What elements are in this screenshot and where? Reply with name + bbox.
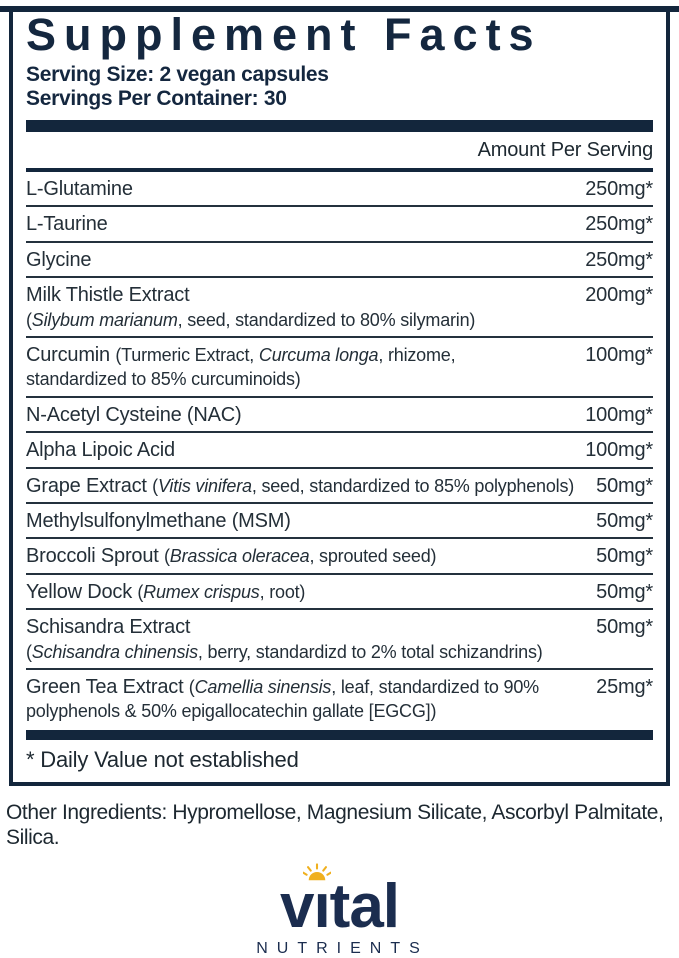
brand-logo: vıtal NUTRIENTS: [0, 863, 679, 958]
ingredient-name: Milk Thistle Extract (Silybum marianum, s…: [26, 284, 476, 330]
brand-word-text: vıtal: [279, 872, 400, 942]
ingredient-name: N-Acetyl Cysteine (NAC): [26, 403, 242, 426]
sun-icon: [302, 863, 331, 881]
ingredient-amount: 50mg*: [596, 509, 653, 532]
ingredient-amount: 250mg*: [585, 178, 653, 201]
amount-per-serving-header: Amount Per Serving: [477, 139, 654, 162]
ingredient-row: Broccoli Sprout (Brassica oleracea, spro…: [26, 539, 653, 575]
header-divider-bar: [26, 120, 653, 133]
ingredient-name: L-Glutamine: [26, 178, 133, 201]
ingredient-row: Methylsulfonylmethane (MSM) 50mg*: [26, 504, 653, 540]
supplement-facts-box: Supplement Facts Serving Size: 2 vegan c…: [9, 6, 670, 786]
ingredient-amount: 100mg*: [585, 344, 653, 367]
ingredient-name: Curcumin (Turmeric Extract, Curcuma long…: [26, 344, 456, 390]
ingredient-amount: 100mg*: [585, 439, 653, 462]
servings-per-container-text: Servings Per Container: 30: [26, 86, 287, 110]
ingredient-name: Broccoli Sprout (Brassica oleracea, spro…: [26, 545, 437, 568]
ingredient-amount: 200mg*: [585, 284, 653, 307]
ingredient-amount: 50mg*: [596, 616, 653, 639]
supplement-facts-title: Supplement Facts: [26, 9, 542, 60]
other-ingredients-text: Other Ingredients: Hypromellose, Magnesi…: [6, 800, 664, 849]
ingredient-name: Yellow Dock (Rumex crispus, root): [26, 580, 306, 603]
ingredient-row: N-Acetyl Cysteine (NAC) 100mg*: [26, 398, 653, 434]
ingredient-name: Glycine: [26, 248, 92, 271]
ingredient-row: Glycine 250mg*: [26, 243, 653, 279]
ingredient-amount: 50mg*: [596, 474, 653, 497]
ingredient-row: Yellow Dock (Rumex crispus, root) 50mg*: [26, 575, 653, 611]
ingredient-amount: 50mg*: [596, 580, 653, 603]
ingredient-name: Schisandra Extract (Schisandra chinensis,…: [26, 616, 543, 662]
ingredient-name: Green Tea Extract (Camellia sinensis, le…: [26, 675, 539, 722]
supplement-label-page: { "colors":{ "navy":"#13263c", "body_tex…: [0, 6, 679, 957]
ingredient-row: Alpha Lipoic Acid 100mg*: [26, 433, 653, 469]
ingredient-name: Grape Extract (Vitis vinifera, seed, sta…: [26, 474, 575, 497]
footnote-divider-bar: [26, 729, 653, 740]
ingredient-name: Alpha Lipoic Acid: [26, 439, 175, 462]
daily-value-footnote: * Daily Value not established: [26, 746, 299, 772]
ingredient-row: Green Tea Extract (Camellia sinensis, le…: [26, 670, 653, 728]
label-top-border-bar: [0, 6, 679, 12]
ingredient-row: L-Taurine 250mg*: [26, 207, 653, 243]
serving-info: Serving Size: 2 vegan capsules Servings …: [26, 63, 653, 111]
ingredient-name: Methylsulfonylmethane (MSM): [26, 509, 291, 532]
ingredient-row: Schisandra Extract (Schisandra chinensis,…: [26, 610, 653, 670]
ingredient-rows: L-Glutamine 250mg* L-Taurine 250mg* Glycine 2…: [26, 172, 653, 728]
ingredient-row: Curcumin (Turmeric Extract, Curcuma long…: [26, 338, 653, 398]
ingredient-amount: 50mg*: [596, 545, 653, 568]
ingredient-amount: 250mg*: [585, 213, 653, 236]
ingredient-row: Milk Thistle Extract (Silybum marianum, s…: [26, 278, 653, 339]
brand-logo-subtext: NUTRIENTS: [256, 940, 429, 958]
amount-header-rule: [26, 168, 653, 173]
ingredient-amount: 250mg*: [585, 248, 653, 271]
ingredient-name: L-Taurine: [26, 213, 108, 236]
brand-logo-word: vıtal: [280, 863, 400, 938]
ingredient-row: Grape Extract (Vitis vinifera, seed, sta…: [26, 469, 653, 504]
ingredient-amount: 100mg*: [585, 403, 653, 426]
ingredient-amount: 25mg*: [596, 675, 653, 698]
ingredient-row: L-Glutamine 250mg*: [26, 172, 653, 208]
serving-size-text: Serving Size: 2 vegan capsules: [26, 62, 329, 86]
